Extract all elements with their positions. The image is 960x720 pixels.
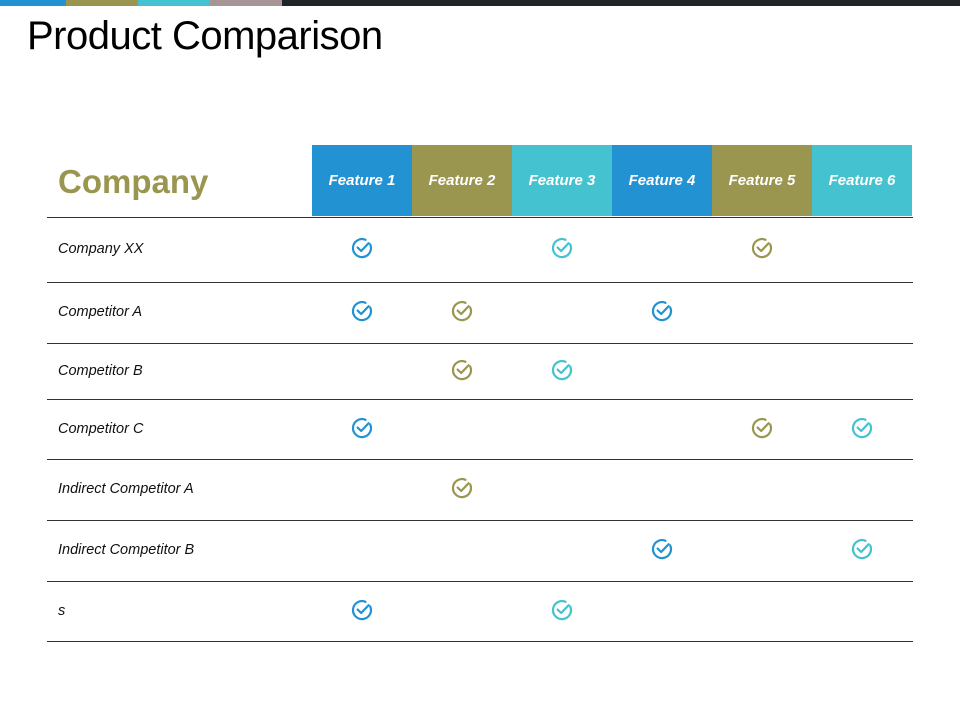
accent-segment-teal: [138, 0, 210, 6]
accent-segment-olive: [66, 0, 138, 6]
row-label: Competitor C: [58, 420, 144, 437]
table-row: Competitor A: [47, 283, 913, 344]
check-circle-icon: [750, 236, 774, 260]
accent-segment-blue: [0, 0, 66, 6]
table-row: s: [47, 582, 913, 642]
check-circle-icon: [550, 598, 574, 622]
check-circle-icon: [550, 358, 574, 382]
check-circle-icon: [350, 598, 374, 622]
check-circle-icon: [450, 299, 474, 323]
check-circle-icon: [650, 299, 674, 323]
check-circle-icon: [350, 299, 374, 323]
check-circle-icon: [650, 537, 674, 561]
feature-header-1: Feature 1: [312, 145, 412, 216]
row-label: Indirect Competitor A: [58, 481, 194, 497]
table-row: Indirect Competitor A: [47, 460, 913, 521]
check-circle-icon: [350, 416, 374, 440]
table-header-row: Company Feature 1 Feature 2 Feature 3 Featu…: [47, 145, 913, 218]
check-circle-icon: [850, 416, 874, 440]
accent-segment-mauve: [210, 0, 282, 6]
check-circle-icon: [750, 416, 774, 440]
table-row: Competitor C: [47, 400, 913, 460]
page-title: Product Comparison: [27, 14, 383, 58]
feature-header-2: Feature 2: [412, 145, 512, 216]
company-column-header: Company: [58, 163, 209, 200]
feature-header-5: Feature 5: [712, 145, 812, 216]
check-circle-icon: [450, 358, 474, 382]
row-label: Competitor B: [58, 362, 143, 379]
feature-header-6: Feature 6: [812, 145, 912, 216]
row-label: s: [58, 602, 66, 619]
table-row: Indirect Competitor B: [47, 521, 913, 582]
table-row: Company XX: [47, 218, 913, 283]
check-circle-icon: [850, 537, 874, 561]
top-accent-bar: [0, 0, 960, 6]
row-label: Indirect Competitor B: [58, 542, 195, 558]
check-circle-icon: [350, 236, 374, 260]
check-circle-icon: [450, 476, 474, 500]
accent-segment-dark: [282, 0, 960, 6]
feature-header-4: Feature 4: [612, 145, 712, 216]
feature-header-3: Feature 3: [512, 145, 612, 216]
row-label: Competitor A: [58, 304, 143, 320]
table-row: Competitor B: [47, 344, 913, 400]
row-label: Company XX: [58, 241, 144, 257]
comparison-table: Company Feature 1 Feature 2 Feature 3 Featu…: [47, 145, 913, 642]
check-circle-icon: [550, 236, 574, 260]
